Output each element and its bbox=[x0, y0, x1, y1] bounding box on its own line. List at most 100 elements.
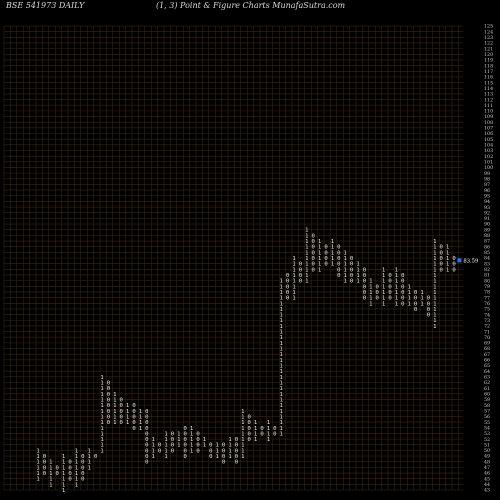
pnf-box: 0 bbox=[184, 448, 187, 454]
pnf-box: 1 bbox=[395, 284, 398, 290]
pnf-box: 1 bbox=[113, 420, 116, 426]
y-tick-label: 103 bbox=[484, 148, 493, 154]
pnf-box: 1 bbox=[126, 403, 129, 409]
pnf-box: 0 bbox=[235, 443, 238, 449]
last-price-marker-group: 83.59 bbox=[457, 258, 478, 264]
pnf-box: 0 bbox=[414, 296, 417, 302]
y-tick-label: 124 bbox=[484, 29, 493, 35]
pnf-box: 0 bbox=[145, 409, 148, 415]
y-tick-label: 116 bbox=[484, 75, 493, 81]
pnf-box: 1 bbox=[100, 443, 103, 449]
pnf-box: 0 bbox=[401, 284, 404, 290]
pnf-box: 1 bbox=[190, 426, 193, 432]
pnf-box: 1 bbox=[113, 392, 116, 398]
pnf-box: 0 bbox=[440, 267, 443, 273]
pnf-box: 1 bbox=[280, 386, 283, 392]
pnf-box: 1 bbox=[305, 245, 308, 251]
pnf-box: 0 bbox=[440, 250, 443, 256]
pnf-box: 0 bbox=[376, 290, 379, 296]
pnf-box: 0 bbox=[145, 420, 148, 426]
y-tick-label: 99 bbox=[484, 171, 490, 177]
pnf-box: 1 bbox=[280, 318, 283, 324]
pnf-box: 1 bbox=[75, 454, 78, 460]
pnf-box: 0 bbox=[222, 460, 225, 466]
pnf-box: 0 bbox=[171, 437, 174, 443]
pnf-box: 1 bbox=[203, 437, 206, 443]
y-tick-label: 50 bbox=[484, 448, 490, 454]
chart-header-title: (1, 3) Point & Figure Charts MunafaSutra… bbox=[156, 1, 346, 10]
pnf-box: 0 bbox=[337, 262, 340, 268]
pnf-box: 1 bbox=[113, 403, 116, 409]
y-tick-label: 117 bbox=[484, 69, 493, 75]
pnf-box: 0 bbox=[401, 301, 404, 307]
pnf-box: 1 bbox=[369, 290, 372, 296]
pnf-box: 0 bbox=[260, 426, 263, 432]
pnf-box: 0 bbox=[440, 262, 443, 268]
pnf-box: 1 bbox=[62, 465, 65, 471]
pnf-box: 1 bbox=[152, 454, 155, 460]
pnf-box: 1 bbox=[356, 267, 359, 273]
pnf-box: 1 bbox=[139, 426, 142, 432]
pnf-box: 0 bbox=[107, 386, 110, 392]
pnf-box: 0 bbox=[56, 465, 59, 471]
pnf-box: 1 bbox=[100, 375, 103, 381]
pnf-box: 1 bbox=[280, 431, 283, 437]
pnf-box: 0 bbox=[312, 245, 315, 251]
pnf-box: 0 bbox=[427, 301, 430, 307]
pnf-box: 1 bbox=[113, 409, 116, 415]
pnf-box: 1 bbox=[100, 414, 103, 420]
pnf-box: 1 bbox=[62, 482, 65, 488]
pnf-box: 0 bbox=[81, 460, 84, 466]
pnf-box: 1 bbox=[280, 380, 283, 386]
pnf-box: 1 bbox=[164, 448, 167, 454]
y-tick-label: 53 bbox=[484, 431, 490, 437]
pnf-box: 1 bbox=[331, 245, 334, 251]
pnf-box: 0 bbox=[68, 471, 71, 477]
pnf-box: 1 bbox=[395, 267, 398, 273]
pnf-box: 1 bbox=[100, 426, 103, 432]
pnf-box: 1 bbox=[75, 477, 78, 483]
pnf-box: 1 bbox=[190, 443, 193, 449]
y-tick-label: 51 bbox=[484, 442, 490, 448]
pnf-box: 1 bbox=[382, 296, 385, 302]
pnf-box: 1 bbox=[280, 341, 283, 347]
pnf-box: 0 bbox=[337, 245, 340, 251]
pnf-box: 1 bbox=[100, 403, 103, 409]
pnf-box: 0 bbox=[107, 403, 110, 409]
pnf-box: 0 bbox=[145, 448, 148, 454]
pnf-box: 0 bbox=[286, 290, 289, 296]
y-axis: 4344454647484950515253545556575859606162… bbox=[484, 24, 493, 494]
pnf-box: 1 bbox=[395, 273, 398, 279]
pnf-box: 0 bbox=[376, 296, 379, 302]
pnf-box: 1 bbox=[88, 460, 91, 466]
y-tick-label: 77 bbox=[484, 295, 490, 301]
pnf-box: 1 bbox=[344, 262, 347, 268]
pnf-box: 1 bbox=[241, 448, 244, 454]
pnf-box: 1 bbox=[49, 471, 52, 477]
pnf-box: 1 bbox=[280, 290, 283, 296]
pnf-box: 0 bbox=[286, 273, 289, 279]
pnf-box: 1 bbox=[254, 420, 257, 426]
pnf-box: 0 bbox=[196, 443, 199, 449]
pnf-box: 0 bbox=[414, 307, 417, 313]
pnf-box: 0 bbox=[145, 414, 148, 420]
pnf-box: 0 bbox=[286, 296, 289, 302]
pnf-box: 1 bbox=[433, 307, 436, 313]
pnf-box: 1 bbox=[267, 420, 270, 426]
y-tick-label: 48 bbox=[484, 459, 490, 465]
pnf-box: 1 bbox=[280, 307, 283, 313]
y-tick-label: 57 bbox=[484, 408, 490, 414]
pnf-box: 1 bbox=[433, 313, 436, 319]
pnf-box: 1 bbox=[88, 454, 91, 460]
pnf-box: 0 bbox=[312, 262, 315, 268]
pnf-box: 1 bbox=[433, 279, 436, 285]
y-tick-label: 90 bbox=[484, 222, 490, 228]
y-tick-label: 85 bbox=[484, 250, 490, 256]
pnf-box: 0 bbox=[184, 426, 187, 432]
pnf-box: 1 bbox=[49, 482, 52, 488]
pnf-box: 1 bbox=[216, 443, 219, 449]
pnf-box: 1 bbox=[305, 250, 308, 256]
pnf-box: 0 bbox=[363, 267, 366, 273]
pnf-box: 1 bbox=[126, 409, 129, 415]
pnf-box: 0 bbox=[363, 296, 366, 302]
